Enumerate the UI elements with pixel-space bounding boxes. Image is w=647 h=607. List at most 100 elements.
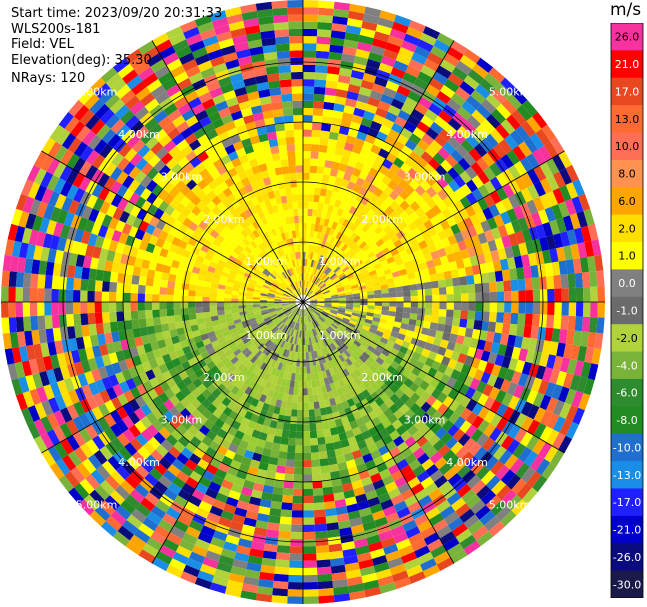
range-gate-cell xyxy=(296,359,300,367)
range-gate-cell xyxy=(349,443,360,453)
range-gate-cell xyxy=(517,278,526,291)
range-gate-cell xyxy=(303,194,309,202)
range-gate-cell xyxy=(457,125,471,140)
range-gate-cell xyxy=(434,353,444,364)
range-gate-cell xyxy=(461,302,469,311)
range-gate-cell xyxy=(349,232,358,241)
range-gate-cell xyxy=(376,326,386,333)
range-gate-cell xyxy=(417,452,430,465)
range-gate-cell xyxy=(315,422,324,431)
range-gate-cell xyxy=(226,337,235,346)
range-gate-cell xyxy=(477,419,490,433)
range-gate-cell xyxy=(190,272,199,280)
range-gate-cell xyxy=(496,187,508,201)
range-gate-cell xyxy=(479,138,493,153)
range-gate-cell xyxy=(358,314,367,319)
range-gate-cell xyxy=(323,101,335,111)
range-gate-cell xyxy=(429,273,438,282)
range-gate-cell xyxy=(357,383,367,393)
range-gate-cell xyxy=(489,162,502,177)
range-gate-cell xyxy=(286,269,292,277)
range-gate-cell xyxy=(287,151,296,159)
range-gate-cell xyxy=(212,499,226,511)
range-gate-cell xyxy=(306,289,312,297)
range-gate-cell xyxy=(364,459,377,470)
range-gate-cell xyxy=(167,482,182,495)
range-gate-cell xyxy=(458,433,471,447)
range-gate-cell xyxy=(328,463,339,473)
range-gate-cell xyxy=(274,296,282,299)
range-gate-cell xyxy=(450,325,460,335)
range-gate-cell xyxy=(97,258,107,271)
range-gate-cell xyxy=(125,474,140,489)
range-gate-cell xyxy=(429,377,440,389)
range-gate-cell xyxy=(94,235,105,248)
range-gate-cell xyxy=(142,517,159,532)
range-gate-cell xyxy=(362,453,374,464)
range-gate-cell xyxy=(210,282,219,289)
range-gate-cell xyxy=(181,482,196,495)
range-gate-cell xyxy=(364,6,382,18)
range-gate-cell xyxy=(46,219,57,235)
range-gate-cell xyxy=(236,363,246,372)
range-gate-cell xyxy=(353,226,362,235)
range-gate-cell xyxy=(336,387,344,396)
range-gate-cell xyxy=(305,288,309,296)
range-gate-cell xyxy=(450,223,461,235)
range-gate-cell xyxy=(444,348,454,359)
range-gate-cell xyxy=(214,328,223,336)
range-ring-label: 1.00km xyxy=(245,329,287,342)
range-gate-cell xyxy=(295,344,299,353)
range-gate-cell xyxy=(312,343,316,352)
range-gate-cell xyxy=(231,305,239,310)
range-gate-cell xyxy=(314,335,319,343)
range-gate-cell xyxy=(309,172,317,181)
range-gate-cell xyxy=(60,438,74,455)
range-gate-cell xyxy=(421,133,435,146)
range-gate-cell xyxy=(305,352,309,360)
range-gate-cell xyxy=(288,245,293,254)
range-gate-cell xyxy=(275,329,282,337)
range-gate-cell xyxy=(287,312,294,318)
range-gate-cell xyxy=(122,161,136,176)
range-gate-cell xyxy=(491,364,502,377)
range-gate-cell xyxy=(285,187,292,196)
range-gate-cell xyxy=(116,406,129,420)
range-gate-cell xyxy=(274,328,281,336)
range-gate-cell xyxy=(243,272,252,279)
range-gate-cell xyxy=(258,263,266,271)
range-gate-cell xyxy=(303,546,317,554)
range-gate-cell xyxy=(409,190,421,201)
range-gate-cell xyxy=(230,266,239,273)
range-gate-cell xyxy=(242,337,251,345)
range-gate-cell xyxy=(134,336,144,347)
range-gate-cell xyxy=(328,51,343,61)
range-gate-cell xyxy=(340,60,354,70)
range-gate-cell xyxy=(259,23,275,33)
range-gate-cell xyxy=(109,281,118,293)
range-gate-cell xyxy=(303,524,315,533)
range-gate-cell xyxy=(489,291,498,302)
range-gate-cell xyxy=(174,180,187,192)
range-gate-cell xyxy=(338,299,347,302)
range-gate-cell xyxy=(396,168,408,180)
range-gate-cell xyxy=(296,315,300,323)
range-gate-cell xyxy=(324,258,331,266)
range-gate-cell xyxy=(315,180,323,189)
range-gate-cell xyxy=(352,395,361,405)
range-gate-cell xyxy=(317,580,334,590)
range-gate-cell xyxy=(108,291,117,302)
range-gate-cell xyxy=(99,500,116,516)
range-gate-cell xyxy=(511,109,527,126)
range-gate-cell xyxy=(213,369,223,379)
range-gate-cell xyxy=(551,204,563,220)
range-gate-cell xyxy=(191,205,202,216)
range-gate-cell xyxy=(239,288,247,293)
range-gate-cell xyxy=(248,333,257,340)
range-gate-cell xyxy=(285,408,292,417)
range-gate-cell xyxy=(303,345,306,353)
range-gate-cell xyxy=(359,288,367,293)
range-gate-cell xyxy=(332,16,348,25)
range-gate-cell xyxy=(145,242,156,254)
range-gate-cell xyxy=(308,291,314,298)
